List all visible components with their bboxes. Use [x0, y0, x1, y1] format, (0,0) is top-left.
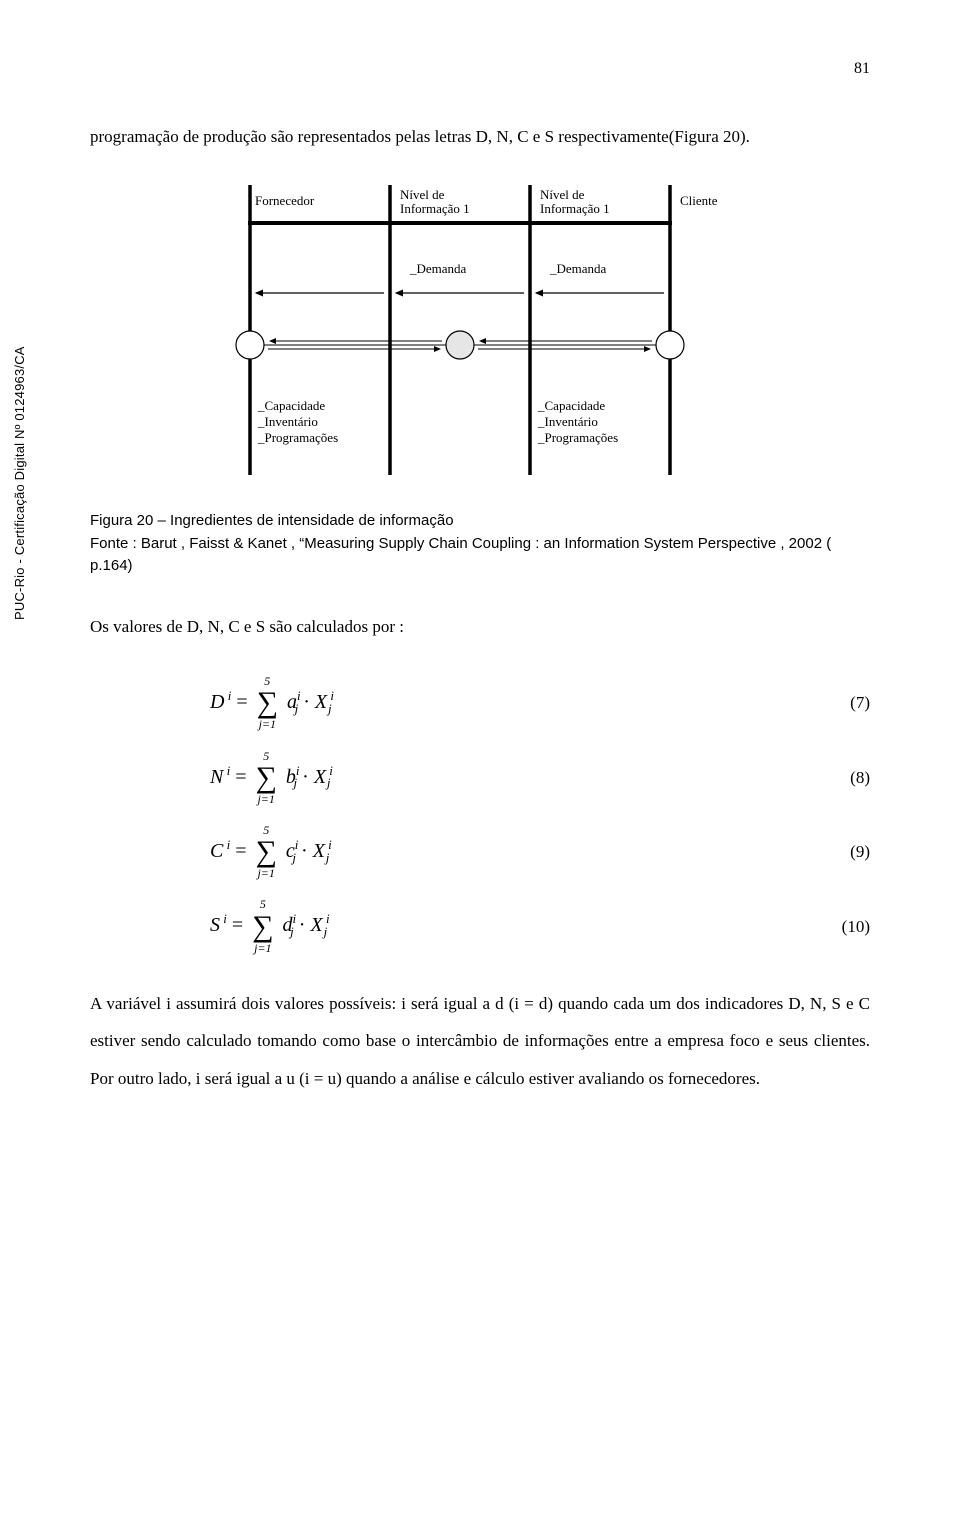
caption-title: Figura 20 – Ingredientes de intensidade … — [90, 512, 454, 529]
intro-paragraph: programação de produção são representado… — [90, 118, 870, 155]
figure-20-diagram: FornecedorNível deInformação 1Nível deIn… — [210, 185, 750, 480]
equation-body: N i = 5∑j=1 bij · X ij — [90, 750, 810, 806]
equation-number: (8) — [810, 768, 870, 788]
calc-intro: Os valores de D, N, C e S são calculados… — [90, 608, 870, 645]
svg-text:Nível de: Nível de — [400, 187, 445, 202]
side-certification-label: PUC-Rio - Certificação Digital Nº 012496… — [12, 346, 27, 620]
svg-text:Nível de: Nível de — [540, 187, 585, 202]
svg-text:_Capacidade: _Capacidade — [257, 398, 325, 413]
caption-source: Fonte : Barut , Faisst & Kanet , “Measur… — [90, 535, 831, 575]
svg-text:Informação 1: Informação 1 — [400, 201, 470, 216]
svg-text:_Demanda: _Demanda — [409, 261, 467, 276]
equation-number: (9) — [810, 842, 870, 862]
svg-text:_Programações: _Programações — [537, 430, 618, 445]
svg-text:Informação 1: Informação 1 — [540, 201, 610, 216]
equation-row: D i = 5∑j=1 aij · X ij(7) — [90, 675, 870, 731]
equations-block: D i = 5∑j=1 aij · X ij(7) N i = 5∑j=1 bij… — [90, 675, 870, 955]
equation-body: D i = 5∑j=1 aij · X ij — [90, 675, 810, 731]
figure-caption: Figura 20 – Ingredientes de intensidade … — [90, 510, 870, 578]
equation-number: (10) — [810, 917, 870, 937]
svg-text:Fornecedor: Fornecedor — [255, 193, 315, 208]
page-number: 81 — [90, 60, 870, 78]
svg-text:_Inventário: _Inventário — [257, 414, 318, 429]
equation-body: S i = 5∑j=1 dij · X ij — [90, 898, 810, 954]
svg-text:_Demanda: _Demanda — [549, 261, 607, 276]
equation-number: (7) — [810, 693, 870, 713]
equation-body: C i = 5∑j=1 cij · X ij — [90, 824, 810, 880]
closing-paragraph: A variável i assumirá dois valores possí… — [90, 985, 870, 1097]
svg-text:_Capacidade: _Capacidade — [537, 398, 605, 413]
svg-text:_Programações: _Programações — [257, 430, 338, 445]
svg-text:_Inventário: _Inventário — [537, 414, 598, 429]
svg-text:Cliente: Cliente — [680, 193, 718, 208]
equation-row: N i = 5∑j=1 bij · X ij(8) — [90, 750, 870, 806]
equation-row: C i = 5∑j=1 cij · X ij(9) — [90, 824, 870, 880]
equation-row: S i = 5∑j=1 dij · X ij(10) — [90, 898, 870, 954]
